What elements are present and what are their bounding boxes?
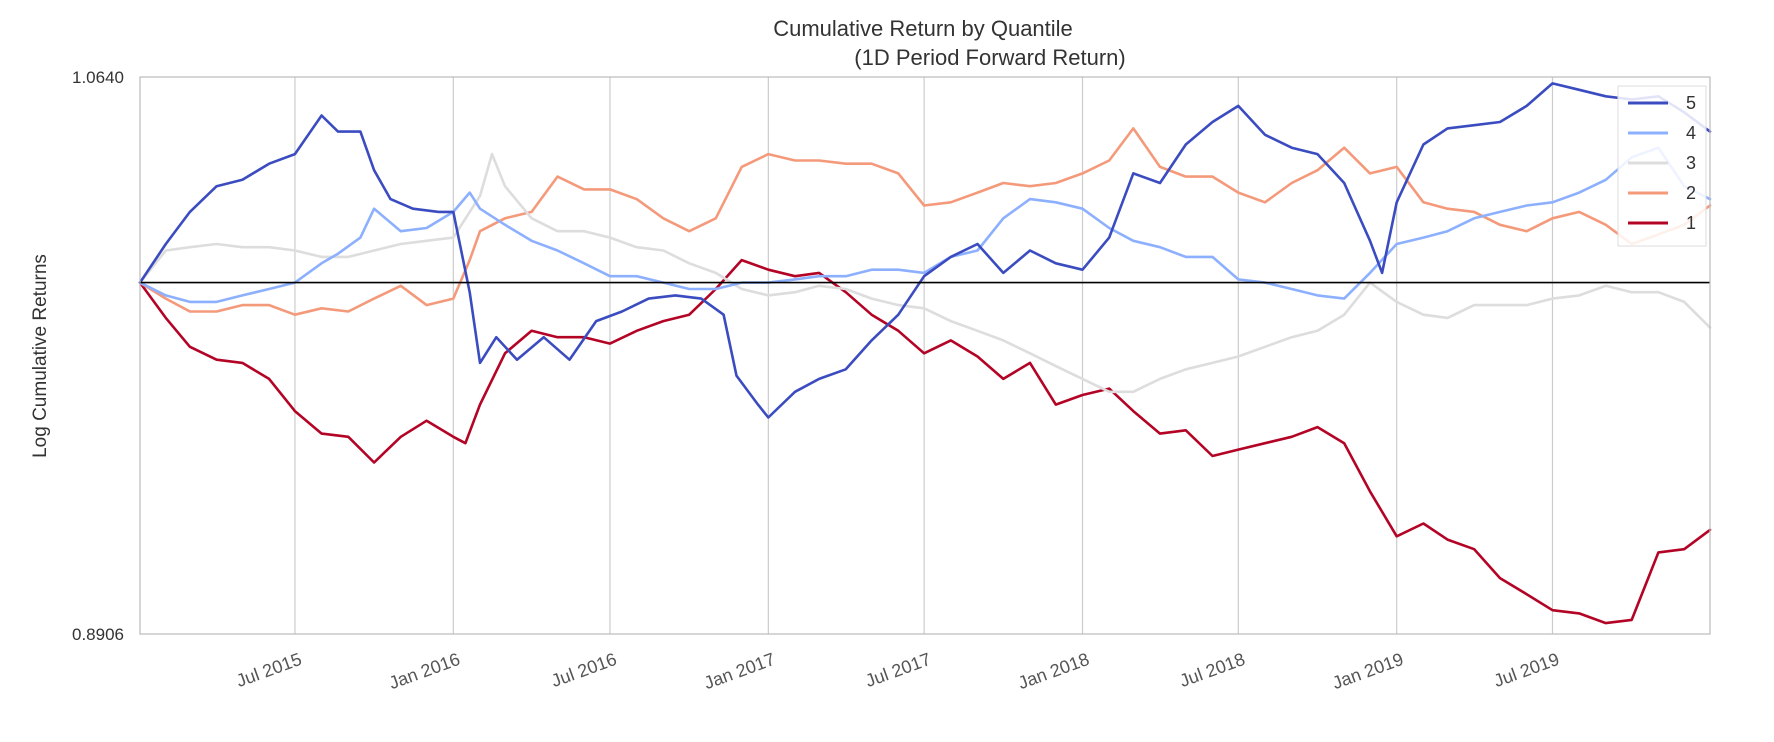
x-tick-label: Jul 2019: [1491, 649, 1562, 691]
x-tick-label: Jan 2019: [1330, 649, 1406, 693]
series-line-3: [138, 152, 1712, 394]
y-tick-label: 0.8906: [72, 625, 124, 644]
x-tick-label: Jul 2017: [863, 649, 934, 691]
x-tick-label: Jul 2015: [234, 649, 305, 691]
chart-title: Cumulative Return by Quantile: [773, 16, 1073, 41]
series-line-2: [138, 127, 1712, 316]
x-tick-label: Jul 2016: [549, 649, 620, 691]
y-axis-label: Log Cumulative Returns: [30, 254, 51, 458]
x-tick-label: Jan 2017: [701, 649, 777, 693]
legend-box: [1617, 85, 1707, 247]
x-tick-label: Jul 2018: [1177, 649, 1248, 691]
plot-frame: [139, 76, 1711, 635]
x-tick-label: Jan 2018: [1015, 649, 1091, 693]
series-line-4: [138, 146, 1712, 304]
legend-label-3: 3: [1686, 153, 1696, 173]
chart-subtitle: (1D Period Forward Return): [854, 45, 1125, 70]
series-line-1: [138, 258, 1712, 625]
y-tick-label: 1.0640: [72, 68, 124, 87]
legend-label-5: 5: [1686, 93, 1696, 113]
y-ticks: 0.8906 1.0640: [72, 68, 124, 644]
legend-label-1: 1: [1686, 213, 1696, 233]
series-line-5: [138, 82, 1712, 419]
x-ticks: Jul 2015 Jan 2016 Jul 2016 Jan 2017 Jul 2017…: [234, 649, 1562, 693]
series-lines: [138, 82, 1712, 625]
gridlines: [294, 77, 1554, 634]
legend: 5 4 3 2 1: [1617, 85, 1707, 247]
legend-label-2: 2: [1686, 183, 1696, 203]
x-tick-label: Jan 2016: [386, 649, 462, 693]
legend-label-4: 4: [1686, 123, 1696, 143]
